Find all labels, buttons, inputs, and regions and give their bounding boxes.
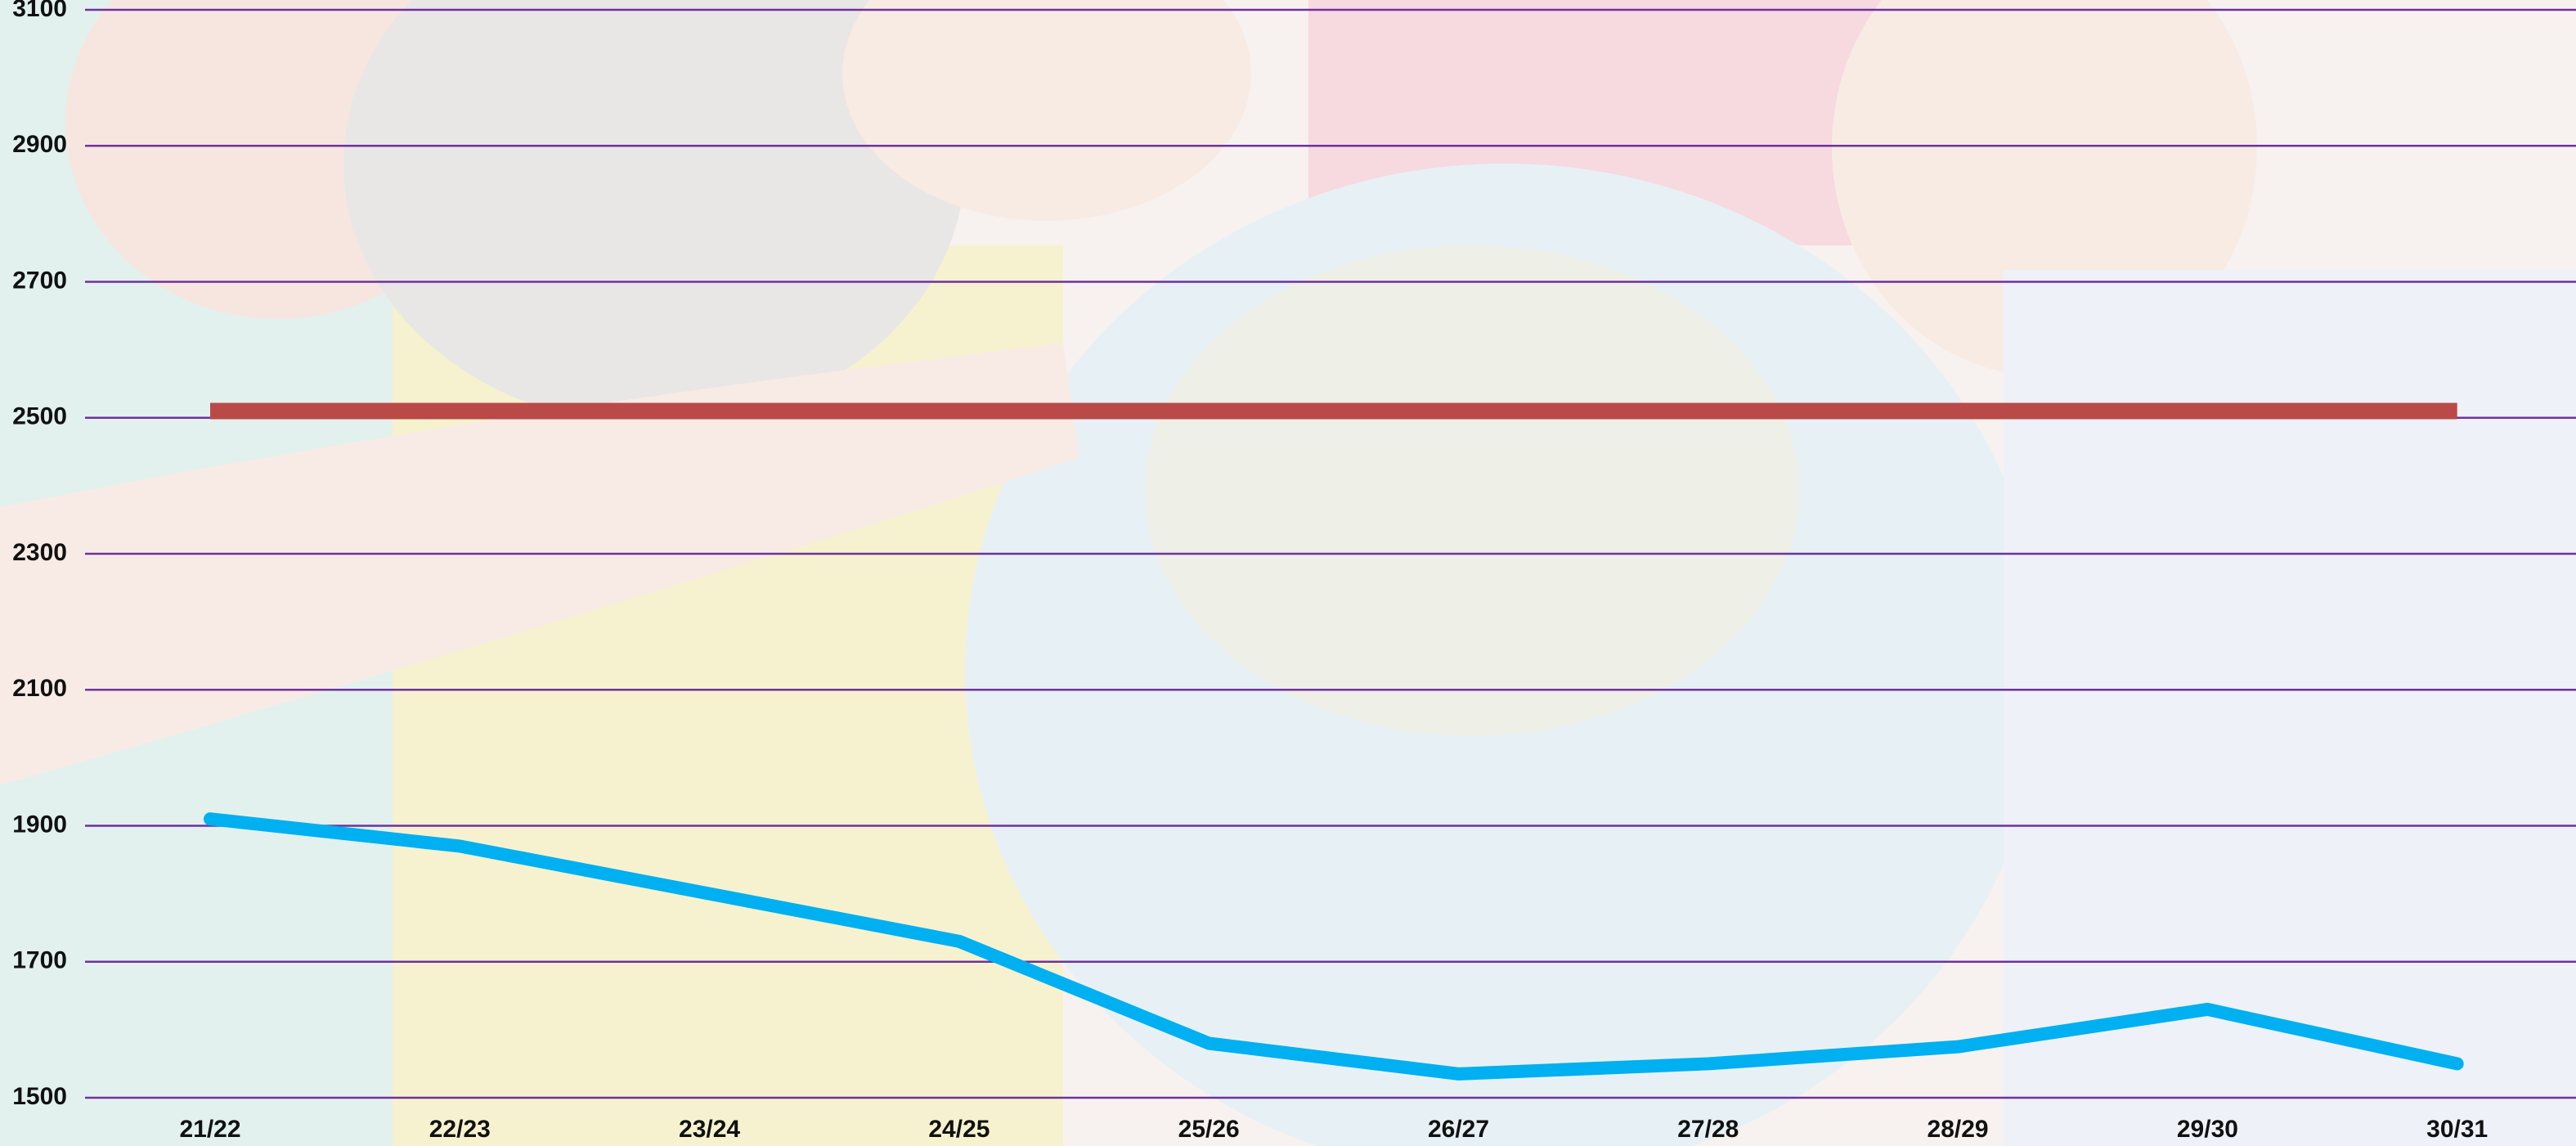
series-line: [204, 812, 2464, 1081]
y-tick-label: 2500: [12, 403, 67, 430]
x-tick-label: 28/29: [1928, 1116, 1989, 1143]
x-tick-label: 25/26: [1178, 1116, 1240, 1143]
x-tick-label: 24/25: [928, 1116, 990, 1143]
x-tick-label: 22/23: [429, 1116, 491, 1143]
y-tick-label: 1500: [12, 1083, 67, 1110]
x-tick-label: 21/22: [179, 1116, 240, 1143]
y-tick-label: 1900: [12, 811, 67, 838]
y-tick-label: 2300: [12, 539, 67, 566]
y-tick-label: 1700: [12, 947, 67, 974]
x-tick-label: 26/27: [1428, 1116, 1489, 1143]
y-tick-label: 2700: [12, 267, 67, 294]
x-tick-label: 27/28: [1677, 1116, 1739, 1143]
x-tick-label: 23/24: [679, 1116, 740, 1143]
x-tick-label: 29/30: [2177, 1116, 2238, 1143]
y-tick-label: 2900: [12, 131, 67, 158]
x-tick-label: 30/31: [2426, 1116, 2488, 1143]
y-tick-label: 2100: [12, 675, 67, 702]
y-tick-label: 3100: [12, 0, 67, 22]
